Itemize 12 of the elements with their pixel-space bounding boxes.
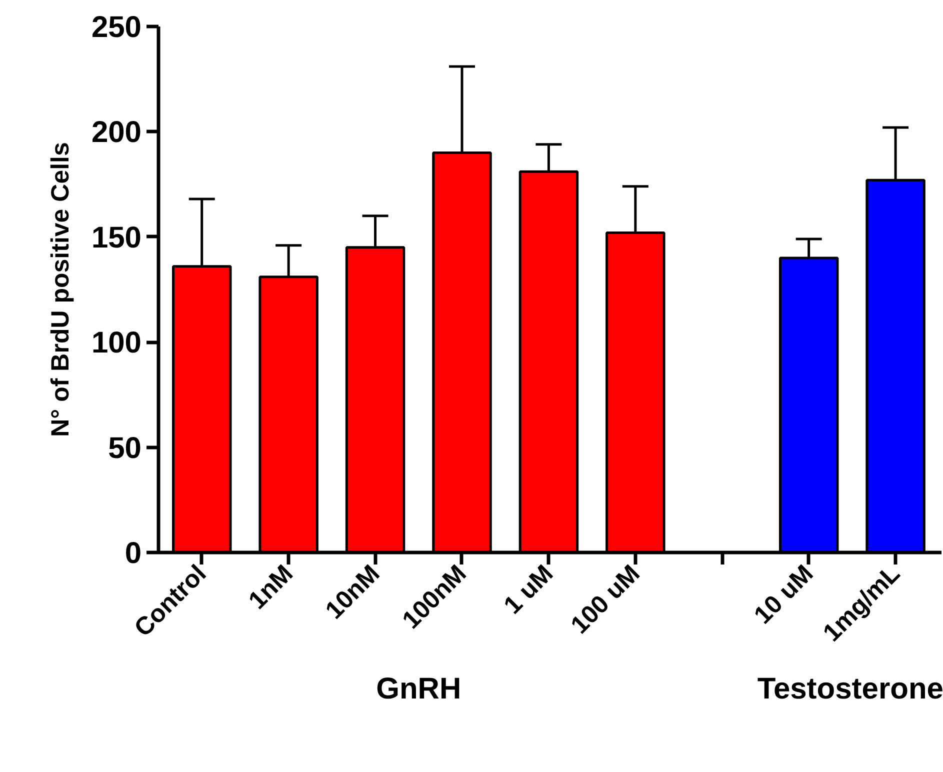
x-tick-label: 10 uM — [748, 560, 819, 630]
x-tick-label: 100 uM — [566, 560, 646, 640]
y-axis-title: N° of BrdU positive Cells — [46, 142, 74, 437]
y-tick-label: 100 — [91, 326, 142, 360]
y-tick-label: 250 — [91, 11, 142, 44]
text: GnRH — [376, 672, 462, 706]
y-tick-label: 200 — [91, 116, 142, 150]
y-tick-label: 50 — [108, 432, 142, 465]
y-tick-label: 150 — [91, 221, 142, 254]
text: Testosterone — [757, 672, 943, 706]
x-tick-label: 1 uM — [498, 560, 559, 620]
y-tick-label: 0 — [124, 537, 142, 570]
